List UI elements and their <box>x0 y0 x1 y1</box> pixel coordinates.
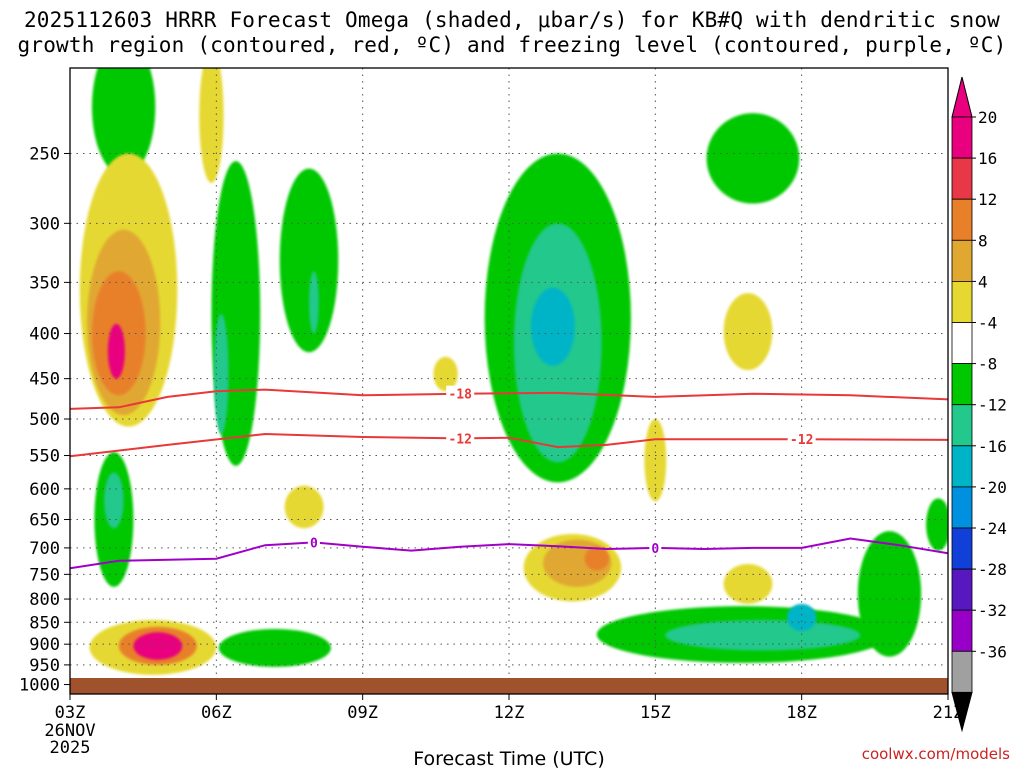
y-tick-label-300: 300 <box>29 214 60 234</box>
colorbar-swatch-2 <box>951 198 973 241</box>
rising-motion-17z-box <box>706 113 800 204</box>
sinking-11z-small <box>433 356 458 392</box>
colorbar-label-1: 16 <box>978 149 997 168</box>
colorbar: 20 16 12 8 4 -4 -8 -12 -16 -20 -24 -28 -32 -36 <box>951 76 1007 733</box>
y-tick-label-900: 900 <box>29 635 60 655</box>
freezing-level-label: 0 <box>310 536 318 551</box>
rising-motion-06z-core <box>213 313 229 435</box>
colorbar-swatch-7 <box>951 404 973 447</box>
rising-motion-08z <box>279 168 339 353</box>
rising-motion-08z-core <box>309 271 319 334</box>
colorbar-label-4: 4 <box>978 272 988 291</box>
colorbar-swatch-8 <box>951 445 973 488</box>
colorbar-bottom-arrow <box>951 691 973 733</box>
chart-title-line-2: growth region (contoured, red, ºC) and f… <box>17 33 1007 57</box>
colorbar-swatch-13 <box>951 650 973 693</box>
sinking-upper-05z <box>199 68 224 183</box>
colorbar-label-11: -28 <box>978 560 1007 579</box>
colorbar-swatch-0 <box>951 116 973 159</box>
y-tick-label-950: 950 <box>29 656 60 676</box>
rising-motion-20z <box>857 531 922 657</box>
freezing-level-label-extra-1: 0 <box>651 542 659 557</box>
y-tick-label-650: 650 <box>29 511 60 531</box>
colorbar-swatch-6 <box>951 363 973 406</box>
y-tick-label-850: 850 <box>29 613 60 633</box>
isotherm-minus-12-label: -12 <box>448 432 471 447</box>
x-tick-label-18Z: 18Z <box>786 703 817 723</box>
sinking-left-column-max <box>107 323 125 379</box>
colorbar-label-6: -8 <box>978 355 997 374</box>
colorbar-label-8: -16 <box>978 437 1007 456</box>
y-axis-pressure: 2503003504004505005506006507007508008509… <box>19 144 70 696</box>
y-tick-label-400: 400 <box>29 325 60 345</box>
source-credit: coolwx.com/models <box>861 745 1010 763</box>
rising-motion-12z-inner <box>530 287 575 366</box>
colorbar-label-5: -4 <box>978 314 997 333</box>
colorbar-swatch-12 <box>951 609 973 652</box>
y-tick-label-450: 450 <box>29 370 60 390</box>
isotherm-minus-12-label-extra-0: -12 <box>790 433 813 448</box>
x-tick-label-06Z: 06Z <box>201 703 232 723</box>
x-axis-label: Forecast Time (UTC) <box>413 748 604 768</box>
colorbar-label-2: 12 <box>978 190 997 209</box>
x-tick-label-12Z: 12Z <box>494 703 525 723</box>
colorbar-swatch-4 <box>951 280 973 323</box>
sinking-17z-low <box>723 563 773 604</box>
x-tick-label-09Z: 09Z <box>347 703 378 723</box>
isotherm-minus-12-label-bg <box>446 430 475 446</box>
colorbar-label-0: 20 <box>978 108 997 127</box>
x-tick-label-15Z: 15Z <box>640 703 671 723</box>
y-tick-label-800: 800 <box>29 590 60 610</box>
y-tick-label-250: 250 <box>29 144 60 164</box>
y-tick-label-550: 550 <box>29 447 60 467</box>
freezing-level-line <box>70 537 948 570</box>
colorbar-swatch-11 <box>951 568 973 611</box>
freezing-level-label-bg <box>307 534 320 550</box>
omega-shading-layer <box>79 68 948 675</box>
sinking-08z-small <box>284 485 324 529</box>
isotherm-minus-12-label-extra-0-bg <box>787 431 816 447</box>
chart-title-line-1: 2025112603 HRRR Forecast Omega (shaded, … <box>23 8 1001 32</box>
colorbar-swatch-5 <box>951 322 973 364</box>
x-tick-label-03Z: 03Z <box>55 703 86 723</box>
sinking-low-left-max <box>133 632 183 660</box>
sinking-17z-upper <box>723 293 773 371</box>
x-date-label-1: 2025 <box>50 738 91 758</box>
isotherm-minus-12-line <box>70 432 948 458</box>
freezing-level-label-extra-1-bg <box>649 539 662 555</box>
y-tick-label-600: 600 <box>29 480 60 500</box>
colorbar-label-12: -32 <box>978 601 1007 620</box>
colorbar-swatch-10 <box>951 527 973 570</box>
colorbar-swatch-3 <box>951 239 973 282</box>
colorbar-label-7: -12 <box>978 396 1007 415</box>
rising-motion-high-left <box>91 68 156 176</box>
rising-motion-left-mid-core <box>104 472 124 529</box>
sinking-13z-max <box>584 546 609 571</box>
isotherm-minus-18-label: -18 <box>448 388 472 403</box>
gridlines <box>70 68 948 694</box>
colorbar-label-10: -24 <box>978 519 1007 538</box>
y-tick-label-700: 700 <box>29 539 60 559</box>
colorbar-label-9: -20 <box>978 478 1007 497</box>
contour-layer: -18 -12 0 -12 0 <box>70 385 948 570</box>
colorbar-swatch-1 <box>951 157 973 200</box>
colorbar-swatch-9 <box>951 486 973 529</box>
colorbar-label-13: -36 <box>978 642 1007 661</box>
isotherm-minus-18-label-bg <box>446 385 475 401</box>
y-tick-label-750: 750 <box>29 565 60 585</box>
y-tick-label-1000: 1000 <box>19 676 60 696</box>
x-date-label-0: 26NOV <box>44 721 95 741</box>
rising-motion-18z-inner <box>787 603 817 632</box>
rising-motion-low-18z-core <box>665 620 861 651</box>
rising-motion-21z-edge <box>926 498 948 551</box>
rising-motion-low-07z <box>218 628 331 667</box>
isotherm-minus-18-line <box>70 388 948 410</box>
terrain-bar <box>70 678 948 694</box>
y-tick-label-500: 500 <box>29 410 60 430</box>
y-tick-label-350: 350 <box>29 273 60 293</box>
colorbar-top-arrow <box>951 76 973 118</box>
colorbar-label-3: 8 <box>978 231 988 250</box>
